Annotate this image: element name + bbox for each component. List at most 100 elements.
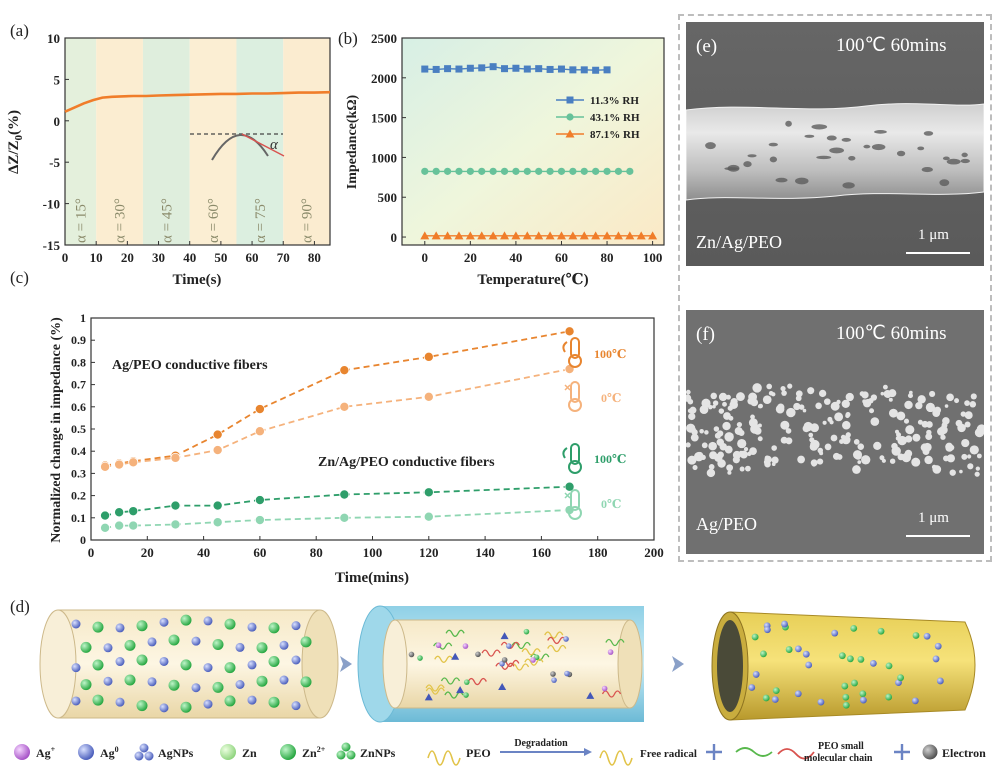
data-point	[489, 167, 497, 175]
chain-fragment	[544, 631, 564, 639]
ag-particle-cluster	[895, 436, 900, 441]
ion-particle	[523, 628, 530, 635]
ag-particle-cluster	[976, 453, 982, 459]
data-point	[569, 167, 577, 175]
electron-icon	[922, 744, 938, 760]
surface-particle	[752, 671, 760, 678]
ion-particle	[462, 643, 469, 649]
data-point	[546, 167, 554, 175]
ag-particle-cluster	[852, 465, 861, 474]
surface-particle	[781, 620, 788, 628]
data-point	[522, 231, 532, 240]
fiber-pore	[842, 182, 855, 189]
zn-particle	[268, 696, 280, 708]
ag-particle-cluster	[780, 436, 788, 444]
ag-particle-cluster	[974, 427, 984, 438]
data-point	[568, 231, 578, 240]
svg-text:Ag+: Ag+	[36, 745, 56, 760]
sem-f-scale-label: 1 μm	[918, 510, 949, 526]
fiber-coated-illustration	[711, 611, 976, 721]
surface-particle	[771, 696, 779, 703]
y-tick-label: 0.2	[71, 489, 86, 503]
line-dz-series	[64, 90, 331, 113]
x-tick-label: 80	[308, 250, 321, 265]
zn-particle	[80, 679, 92, 691]
ag-particle-cluster	[750, 414, 755, 420]
ag-particle-cluster	[959, 469, 963, 474]
ag-particle	[291, 655, 301, 665]
ag-particle-cluster	[967, 454, 972, 459]
ag-particle-cluster	[785, 428, 792, 434]
zn-particle	[268, 655, 280, 667]
data-point	[579, 231, 589, 240]
chain-fragment	[433, 642, 453, 650]
ag-particle-cluster	[780, 386, 786, 392]
angle-band-label: α = 90°	[300, 198, 316, 243]
x-tick-label: 20	[464, 250, 477, 265]
zn-particle	[136, 654, 148, 666]
ag-particle-cluster	[907, 393, 913, 399]
data-point	[603, 66, 611, 74]
x-tick-label: 80	[310, 545, 323, 560]
fiber-pore	[961, 152, 968, 158]
series-line-0	[104, 330, 570, 467]
data-point	[511, 231, 521, 240]
data-point	[444, 65, 452, 73]
chain-fragment	[547, 644, 567, 653]
sem-f-scale-bar	[906, 535, 970, 537]
surface-particle	[857, 656, 865, 663]
ag-particle-cluster	[728, 415, 734, 421]
y-tick-label: 10	[47, 31, 60, 46]
data-point	[512, 167, 520, 175]
ag-particle-cluster	[922, 448, 930, 456]
arrow-right-icon	[340, 656, 352, 672]
ag-particle-cluster	[718, 392, 728, 402]
surface-particle	[934, 642, 942, 650]
ag-particle-cluster	[854, 452, 862, 460]
y-tick-label: -10	[43, 197, 60, 212]
zn-particle	[92, 659, 104, 671]
red-chain-icon	[777, 748, 815, 760]
y-tick-label: 0.1	[71, 511, 86, 525]
angle-band-2	[142, 38, 190, 245]
ag-particle-cluster	[933, 406, 941, 414]
nanoparticle	[424, 693, 433, 701]
ag-plus-icon	[14, 744, 30, 760]
ion-particle	[435, 642, 442, 649]
ag-particle-cluster	[809, 437, 815, 443]
angle-band-0	[65, 38, 97, 245]
ag-particle-cluster	[708, 463, 715, 470]
zn-particle	[300, 636, 312, 648]
ag-particle-cluster	[861, 391, 869, 399]
zn-particle	[92, 621, 104, 633]
ag-particle-cluster	[949, 469, 956, 476]
green-chain-icon	[735, 747, 773, 757]
surface-particle	[936, 677, 944, 685]
legend-ag-100c: 100℃	[594, 347, 626, 361]
legend-degradation: Degradation	[514, 738, 568, 749]
data-point	[212, 429, 223, 440]
zn-particle	[224, 618, 236, 630]
ag-particle-cluster	[869, 408, 875, 414]
legend-label: 43.1% RH	[590, 112, 640, 124]
ag-peo-annotation: Ag/PEO conductive fibers	[112, 358, 268, 373]
ag-particle	[71, 696, 81, 706]
data-point	[569, 66, 577, 74]
data-point	[421, 167, 429, 175]
surface-particle	[838, 652, 846, 660]
fiber-pore	[848, 156, 856, 161]
surface-particle	[859, 696, 867, 704]
surface-particle	[869, 660, 877, 667]
y-tick-label: 0	[391, 230, 398, 245]
ag-particle-cluster	[842, 420, 851, 430]
ag-particle-cluster	[701, 442, 708, 449]
x-tick-label: 40	[183, 250, 196, 265]
panel-c-ylabel: Normalized change in impedance (%)	[49, 317, 64, 543]
surface-particle	[794, 690, 802, 698]
sem-image-e: (e) 100℃ 60mins Zn/Ag/PEO 1 μm	[686, 22, 984, 266]
ag-particle	[291, 621, 301, 631]
ag-particle-cluster	[710, 392, 718, 400]
chain-fragment	[481, 649, 501, 657]
nanoparticle	[586, 691, 595, 699]
data-point	[564, 326, 575, 337]
